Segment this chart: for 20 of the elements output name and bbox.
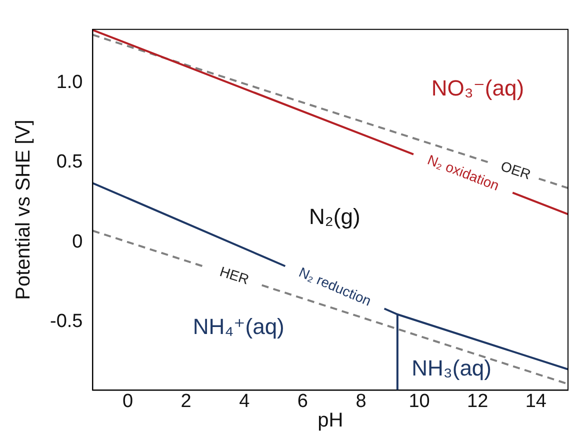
- x-tick-label: 8: [356, 390, 366, 412]
- text: OER: [498, 158, 533, 182]
- y-tick-label: 1.0: [56, 72, 83, 93]
- x-axis-title: pH: [318, 410, 344, 432]
- annotation: NO₃⁻(aq): [431, 75, 524, 100]
- annotation: N₂(g): [308, 204, 360, 230]
- x-tick-label: 10: [408, 390, 430, 412]
- x-tick-label: 2: [180, 390, 192, 412]
- y-tick-label: 0: [72, 231, 83, 252]
- y-axis-title: Potential vs SHE [V]: [12, 120, 35, 300]
- x-tick-label: 0: [122, 390, 134, 412]
- x-tick-label: 6: [297, 390, 308, 412]
- y-tick-label: 0.5: [56, 152, 83, 173]
- annotation: NH₃(aq): [412, 356, 492, 381]
- x-tick-label: 14: [525, 390, 547, 412]
- text: HER: [218, 263, 252, 288]
- annotation: NH₄⁺(aq): [192, 314, 284, 340]
- y-tick-label: -0.5: [50, 310, 83, 332]
- x-tick-label: 4: [239, 390, 250, 412]
- x-tick-label: 12: [467, 390, 488, 412]
